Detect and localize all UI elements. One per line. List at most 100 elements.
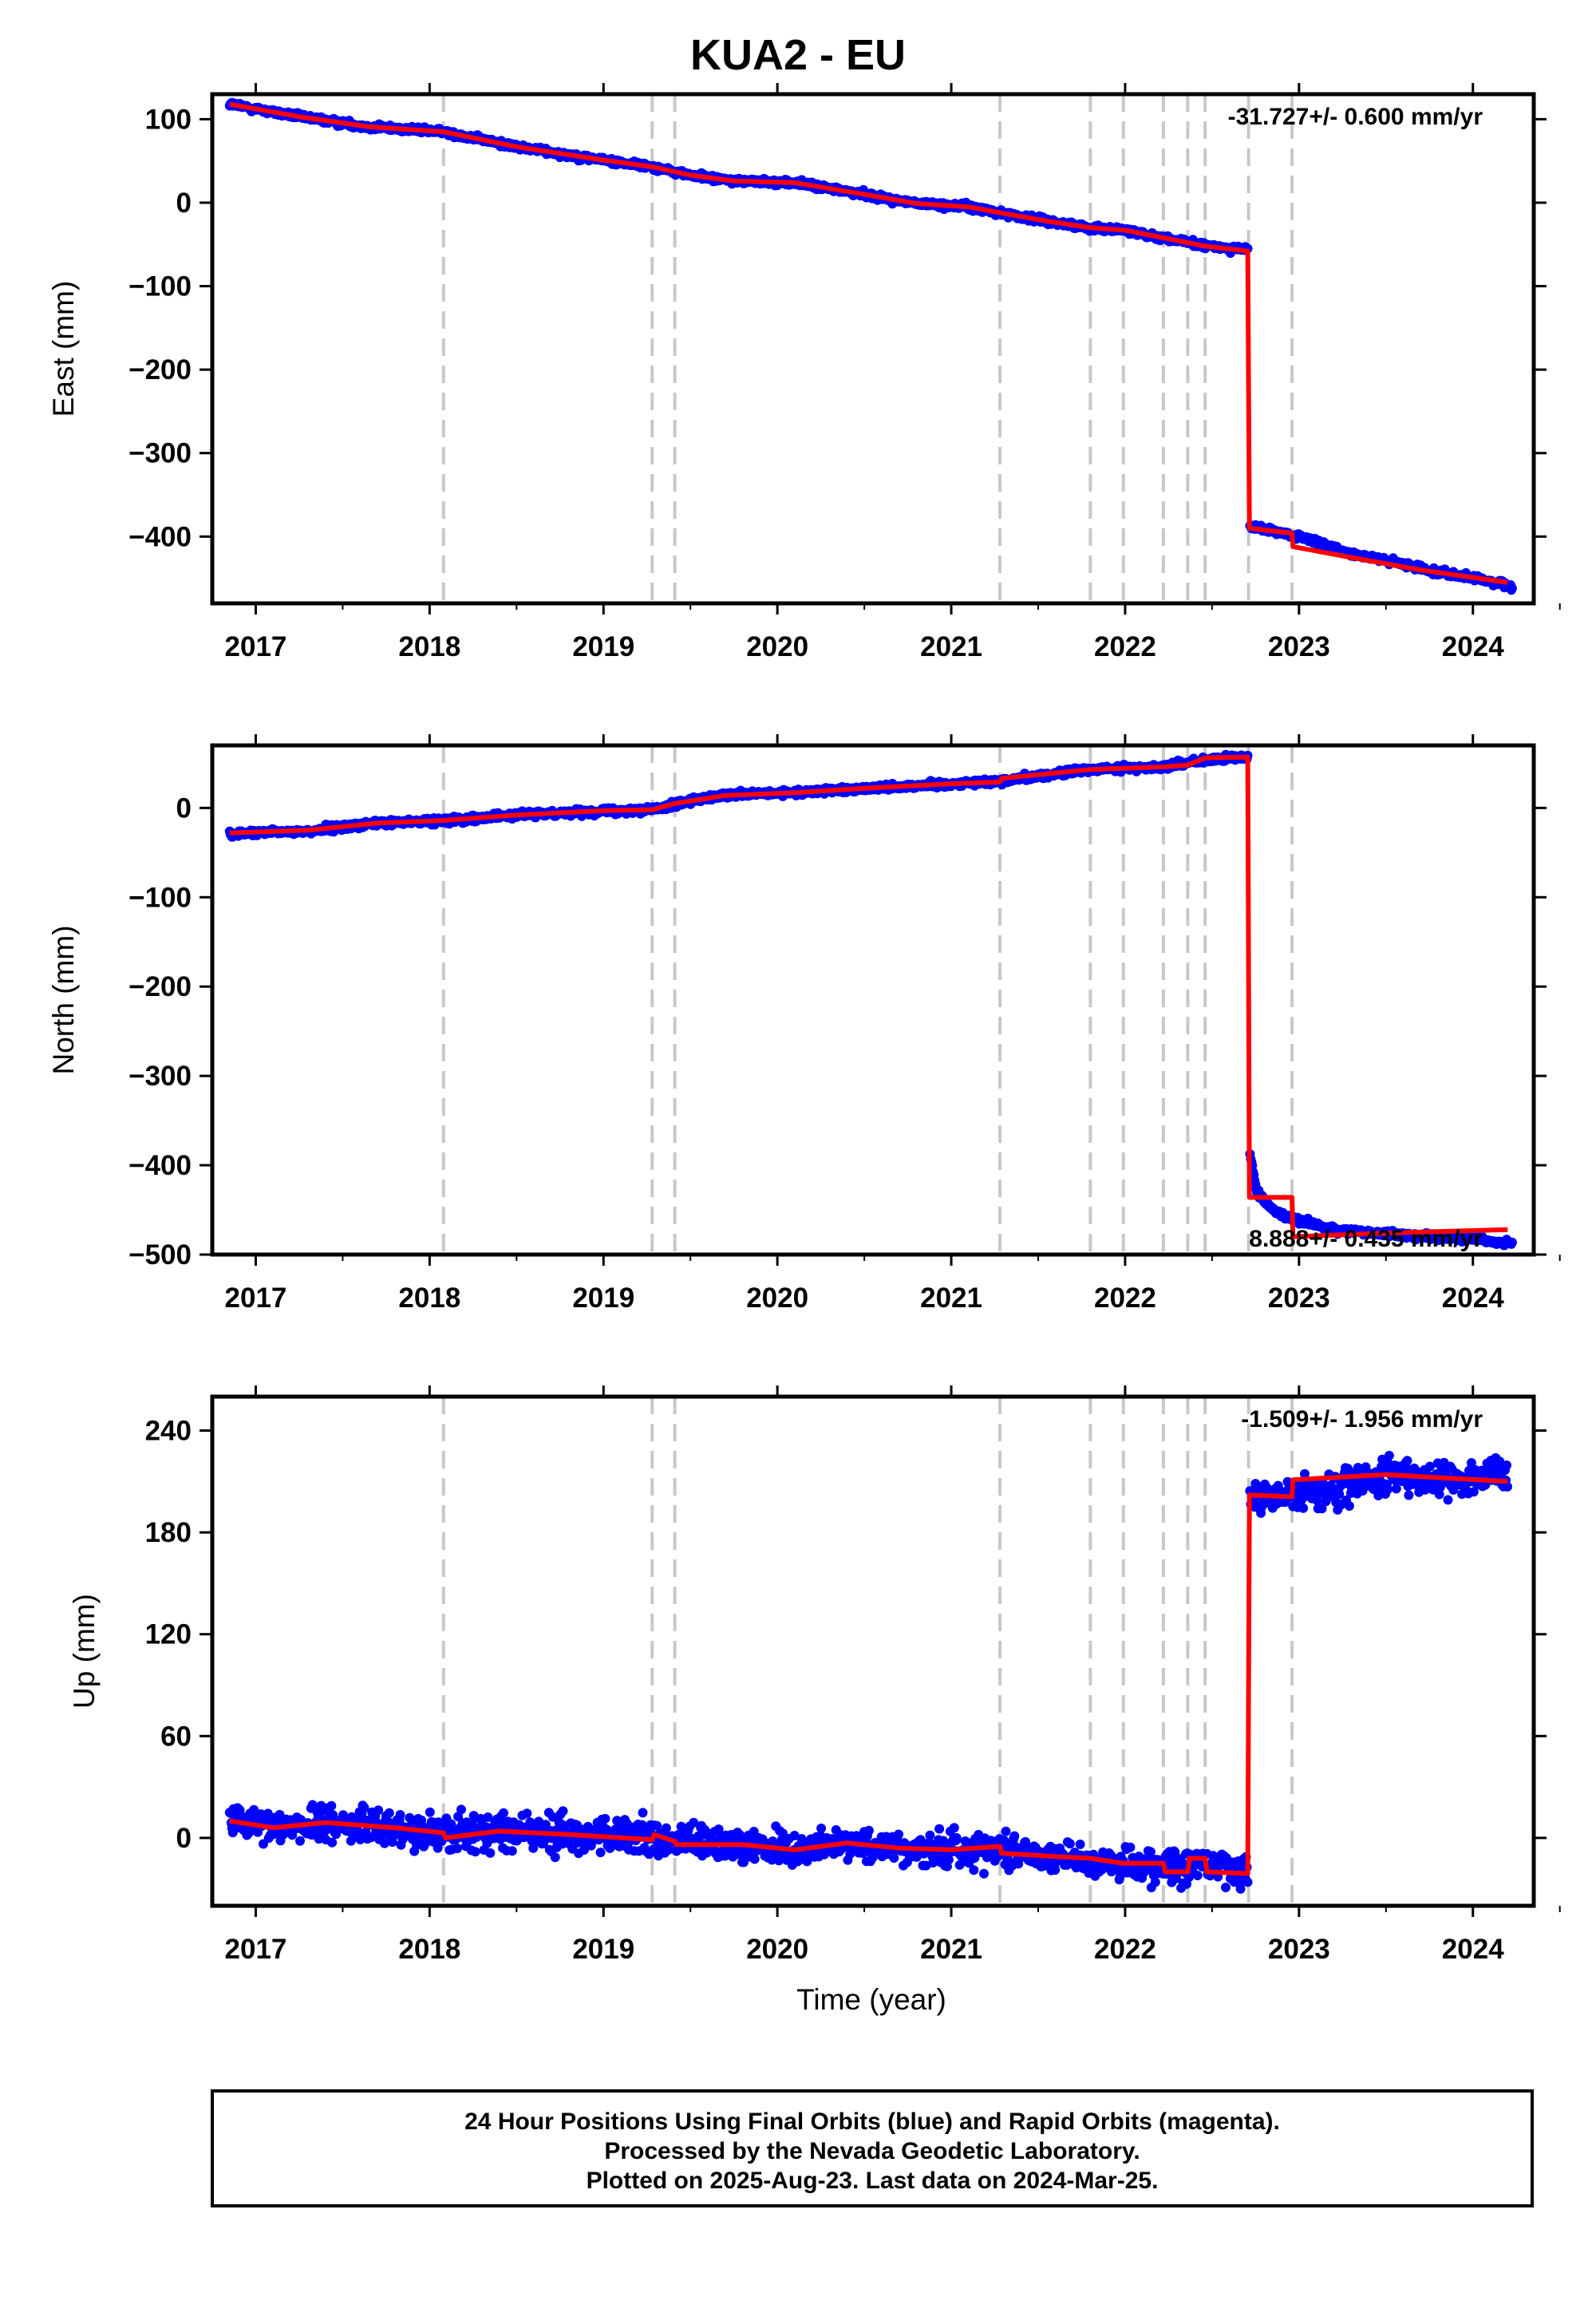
chart-title: KUA2 - EU — [689, 31, 907, 79]
x-tick-label: 2017 — [225, 1282, 287, 1314]
data-point — [558, 1806, 568, 1816]
data-point — [1424, 1461, 1435, 1472]
data-point — [889, 1853, 899, 1863]
data-point — [433, 1843, 443, 1853]
panel-up: 2017 2018 2019 2020 2021 2022 2023 202424018012… — [68, 1385, 1561, 2016]
data-point — [1150, 1877, 1160, 1887]
data-point — [661, 1823, 671, 1833]
data-point — [1507, 583, 1517, 594]
y-axis-title: East (mm) — [47, 281, 80, 417]
data-point — [1065, 1839, 1075, 1849]
y-tick-label: −300 — [128, 438, 192, 469]
data-point — [676, 1821, 686, 1832]
data-point — [456, 1804, 466, 1815]
x-tick-label: 2021 — [920, 631, 982, 662]
x-tick-label: 2020 — [746, 1282, 808, 1314]
data-point — [732, 1849, 742, 1860]
x-tick-label: 2020 — [746, 631, 808, 662]
data-point — [522, 1808, 532, 1819]
data-point — [1050, 1865, 1061, 1875]
data-point — [1125, 1842, 1136, 1852]
y-tick-label: −200 — [128, 971, 192, 1002]
y-tick-label: 0 — [176, 792, 192, 824]
data-point — [739, 1857, 749, 1867]
data-point — [550, 1852, 560, 1863]
data-point — [954, 1860, 965, 1870]
data-point — [326, 1800, 337, 1811]
x-tick-label: 2023 — [1268, 631, 1330, 662]
rate-label: 8.888+/- 0.435 mm/yr — [1249, 1226, 1483, 1252]
data-point — [1402, 1456, 1412, 1466]
data-point — [689, 1817, 699, 1828]
data-point — [1298, 1503, 1309, 1513]
data-point — [1317, 1504, 1327, 1514]
data-point — [979, 1868, 989, 1879]
data-point — [295, 1836, 305, 1846]
panel-east: 2017 2018 2019 2020 2021 2022 2023 20241000−100… — [47, 83, 1561, 662]
y-tick-label: −400 — [128, 521, 192, 552]
data-point — [951, 1832, 962, 1843]
model-line-north — [229, 754, 1508, 1239]
x-tick-label: 2019 — [572, 631, 634, 662]
data-point — [1434, 1489, 1444, 1500]
data-point — [485, 1848, 496, 1858]
data-point — [1300, 1468, 1310, 1479]
data-point — [1383, 1484, 1393, 1495]
data-point — [1507, 1237, 1517, 1247]
data-point — [943, 1855, 954, 1865]
data-point — [934, 1824, 945, 1834]
x-tick-label: 2022 — [1094, 1282, 1156, 1314]
rate-label: -31.727+/- 0.600 mm/yr — [1228, 104, 1483, 130]
data-point — [1344, 1501, 1354, 1511]
model-line-east — [229, 101, 1508, 585]
panel-north: 2017 2018 2019 2020 2021 2022 2023 20240−100−20… — [47, 734, 1561, 1314]
data-point — [1384, 1450, 1394, 1460]
x-tick-label: 2022 — [1094, 631, 1156, 662]
data-point — [395, 1810, 405, 1820]
data-points-north — [224, 749, 1517, 1251]
data-point — [384, 1808, 394, 1818]
y-tick-label: −300 — [128, 1061, 192, 1092]
data-point — [600, 1813, 610, 1824]
data-point — [1075, 1840, 1085, 1849]
data-point — [1391, 1484, 1401, 1494]
data-point — [1001, 1826, 1011, 1836]
data-point — [327, 1837, 338, 1848]
data-point — [373, 1805, 384, 1816]
data-point — [789, 1831, 800, 1840]
data-point — [579, 1845, 589, 1855]
data-point — [816, 1824, 827, 1833]
y-tick-label: −100 — [128, 882, 192, 913]
data-point — [595, 1848, 606, 1858]
data-point — [359, 1803, 369, 1812]
data-point — [1334, 1489, 1345, 1500]
data-point — [483, 1812, 493, 1822]
data-point — [355, 1835, 365, 1844]
data-point — [470, 1847, 480, 1857]
data-point — [499, 1808, 508, 1818]
x-tick-label: 2017 — [225, 631, 287, 662]
data-points-east — [224, 97, 1517, 595]
y-tick-label: −100 — [128, 271, 192, 302]
data-point — [1145, 1847, 1156, 1857]
x-tick-label: 2023 — [1268, 1282, 1330, 1314]
x-tick-label: 2019 — [572, 1282, 634, 1314]
data-point — [547, 1812, 558, 1822]
y-tick-label: −200 — [128, 354, 192, 385]
x-tick-label: 2018 — [398, 631, 460, 662]
data-point — [446, 1819, 456, 1829]
data-point — [507, 1846, 517, 1856]
data-point — [1170, 1847, 1180, 1857]
data-point — [528, 1843, 539, 1853]
x-tick-label: 2021 — [920, 1282, 982, 1314]
y-tick-label: 100 — [145, 104, 192, 135]
data-point — [749, 1854, 760, 1864]
y-axis-title: North (mm) — [47, 925, 80, 1074]
data-point — [894, 1829, 904, 1840]
y-tick-label: −500 — [128, 1239, 192, 1271]
data-point — [925, 1830, 935, 1840]
data-point — [1443, 1495, 1453, 1505]
data-point — [328, 1810, 338, 1820]
data-point — [307, 1800, 318, 1810]
